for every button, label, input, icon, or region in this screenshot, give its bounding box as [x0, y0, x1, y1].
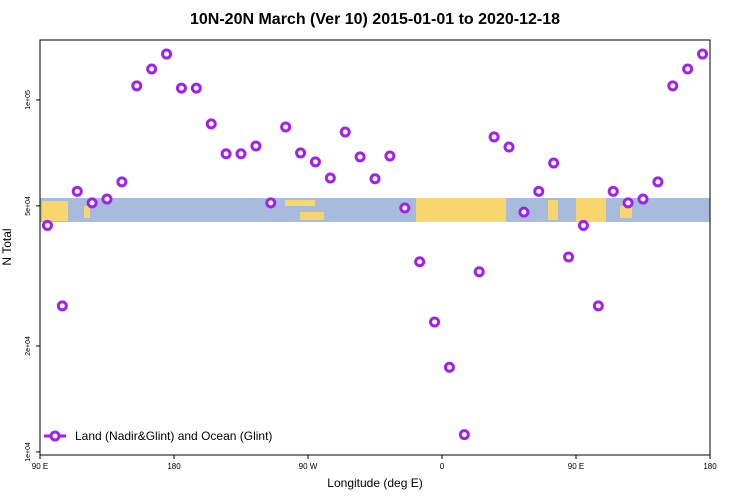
x-axis-label: Longitude (deg E) — [327, 476, 422, 490]
point — [205, 118, 217, 130]
point — [309, 156, 321, 168]
point — [533, 185, 545, 197]
point — [682, 63, 694, 75]
point — [607, 185, 619, 197]
x-tick-label: 180 — [703, 462, 717, 471]
x-tick-label: 180 — [167, 462, 181, 471]
point — [41, 219, 53, 231]
ocean-band — [40, 198, 710, 222]
land — [416, 198, 506, 222]
x-tick-label: 90 E — [32, 462, 48, 471]
legend-marker — [49, 430, 61, 442]
plot-frame — [39, 39, 711, 456]
point — [592, 300, 604, 312]
point — [414, 256, 426, 268]
point — [190, 82, 202, 94]
point — [518, 206, 530, 218]
point — [458, 429, 470, 441]
point — [250, 140, 262, 152]
point — [697, 48, 709, 60]
point — [443, 361, 455, 373]
point — [354, 151, 366, 163]
point — [563, 251, 575, 263]
point — [295, 147, 307, 159]
point — [146, 63, 158, 75]
point — [637, 193, 649, 205]
point — [622, 197, 634, 209]
chart-title: 10N-20N March (Ver 10) 2015-01-01 to 202… — [190, 11, 560, 28]
point — [280, 121, 292, 133]
point — [369, 173, 381, 185]
point — [161, 48, 173, 60]
y-tick-label: 1e+05 — [25, 90, 32, 110]
x-tick-label: 90 E — [568, 462, 584, 471]
point — [488, 131, 500, 143]
land — [576, 198, 606, 222]
point — [652, 176, 664, 188]
x-tick-label: 90 W — [299, 462, 318, 471]
point — [265, 197, 277, 209]
point — [324, 172, 336, 184]
point — [220, 148, 232, 160]
y-tick-label: 1e+04 — [25, 442, 32, 462]
point — [131, 80, 143, 92]
x-tick-label: 0 — [440, 462, 445, 471]
point — [101, 193, 113, 205]
point — [86, 197, 98, 209]
y-tick-label: 2e+04 — [25, 336, 32, 356]
land — [42, 201, 68, 221]
point — [56, 300, 68, 312]
point — [71, 185, 83, 197]
land — [548, 200, 558, 220]
land — [620, 206, 632, 218]
y-axis-label: N Total — [0, 228, 14, 265]
legend-label: Land (Nadir&Glint) and Ocean (Glint) — [75, 429, 272, 443]
point — [503, 141, 515, 153]
y-tick-label: 5e+04 — [25, 196, 32, 216]
land — [285, 200, 315, 206]
point — [548, 157, 560, 169]
land — [84, 206, 90, 218]
point — [429, 316, 441, 328]
point — [339, 126, 351, 138]
point — [116, 176, 128, 188]
land — [300, 212, 324, 220]
point — [384, 150, 396, 162]
point — [399, 202, 411, 214]
map-band — [40, 198, 710, 222]
legend: Land (Nadir&Glint) and Ocean (Glint) — [44, 429, 272, 443]
point — [577, 219, 589, 231]
point — [667, 80, 679, 92]
point — [235, 148, 247, 160]
point — [175, 82, 187, 94]
point — [473, 266, 485, 278]
